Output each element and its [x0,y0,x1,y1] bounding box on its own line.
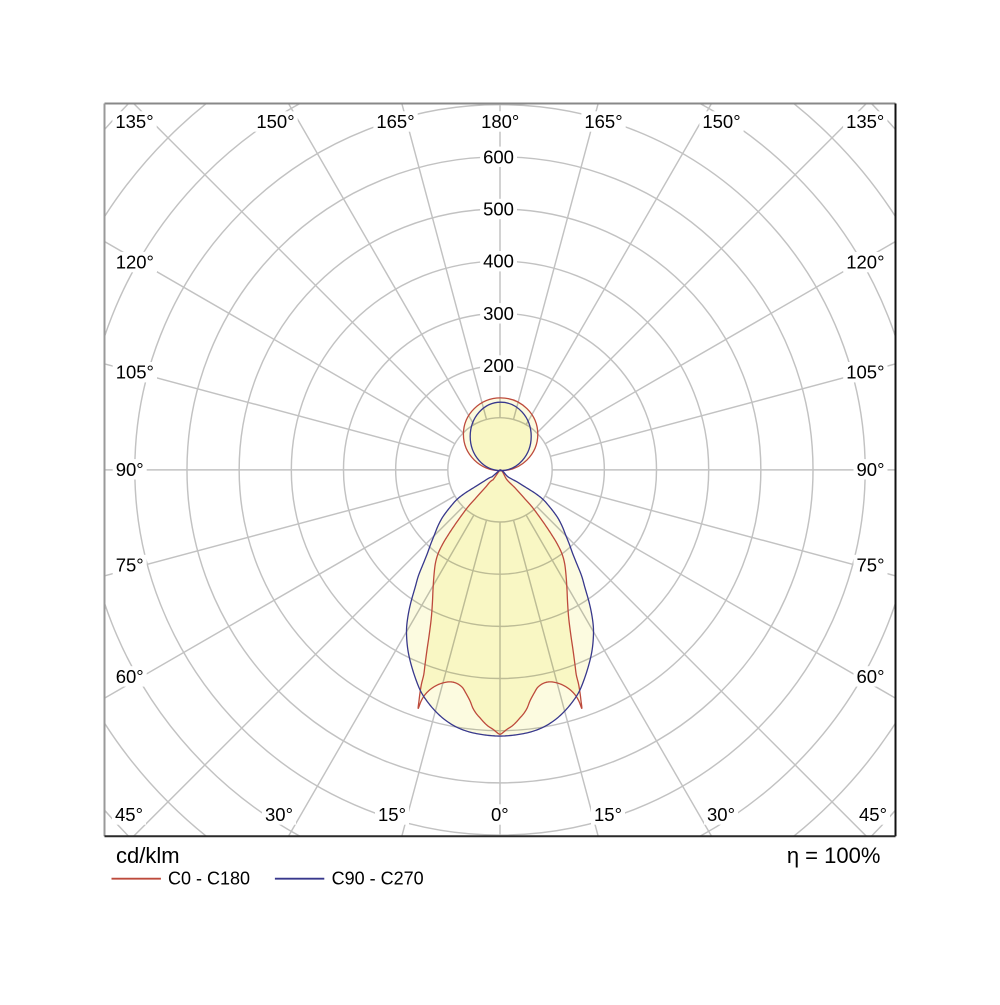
svg-text:300: 300 [483,303,514,324]
svg-text:600: 600 [483,146,514,167]
svg-text:45°: 45° [115,804,143,825]
svg-text:165°: 165° [376,111,414,132]
svg-text:15°: 15° [378,804,406,825]
svg-text:60°: 60° [116,666,144,687]
svg-text:75°: 75° [116,555,144,576]
svg-text:90°: 90° [857,459,885,480]
svg-text:135°: 135° [846,111,884,132]
svg-text:105°: 105° [116,362,154,383]
svg-text:120°: 120° [846,252,884,273]
svg-text:30°: 30° [265,804,293,825]
svg-text:180°: 180° [481,111,519,132]
svg-text:150°: 150° [256,111,294,132]
svg-text:90°: 90° [116,459,144,480]
svg-text:105°: 105° [846,362,884,383]
svg-text:200: 200 [483,355,514,376]
svg-text:C90 - C270: C90 - C270 [332,869,424,889]
svg-text:500: 500 [483,199,514,220]
svg-text:165°: 165° [584,111,622,132]
svg-text:45°: 45° [859,804,887,825]
svg-text:400: 400 [483,251,514,272]
svg-text:η = 100%: η = 100% [787,843,881,868]
svg-text:150°: 150° [702,111,740,132]
svg-text:30°: 30° [707,804,735,825]
svg-text:cd/klm: cd/klm [116,843,180,868]
svg-text:C0 - C180: C0 - C180 [168,869,250,889]
svg-text:15°: 15° [594,804,622,825]
svg-text:0°: 0° [491,804,509,825]
svg-text:75°: 75° [857,555,885,576]
svg-text:60°: 60° [857,666,885,687]
svg-text:120°: 120° [116,252,154,273]
svg-text:135°: 135° [115,111,153,132]
